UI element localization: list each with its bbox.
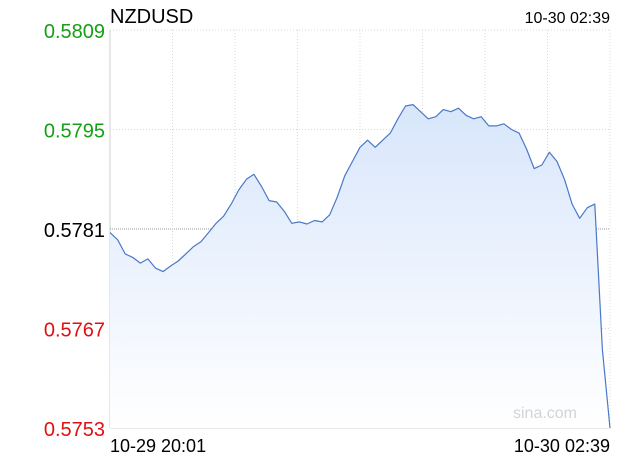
y-tick-label: 0.5767 xyxy=(44,320,105,342)
x-tick-label-start: 10-29 20:01 xyxy=(110,436,206,456)
y-tick-label: 0.5809 xyxy=(44,21,105,43)
symbol-label: NZDUSD xyxy=(110,6,193,28)
price-line xyxy=(109,103,611,429)
y-tick-label: 0.5753 xyxy=(44,419,105,441)
x-axis-ticks: 10-29 20:01 10-30 02:39 xyxy=(110,436,610,456)
price-area xyxy=(110,104,610,428)
timestamp-label: 10-30 02:39 xyxy=(525,10,611,27)
watermark: sina.com xyxy=(513,405,577,422)
price-series-line xyxy=(109,103,611,429)
y-axis-ticks: 0.5809 0.5795 0.5781 0.5767 0.5753 xyxy=(44,21,105,441)
x-tick-label-end: 10-30 02:39 xyxy=(514,436,610,456)
price-area-fill xyxy=(110,104,610,428)
y-tick-label: 0.5795 xyxy=(44,121,105,143)
y-tick-label: 0.5781 xyxy=(44,220,105,242)
